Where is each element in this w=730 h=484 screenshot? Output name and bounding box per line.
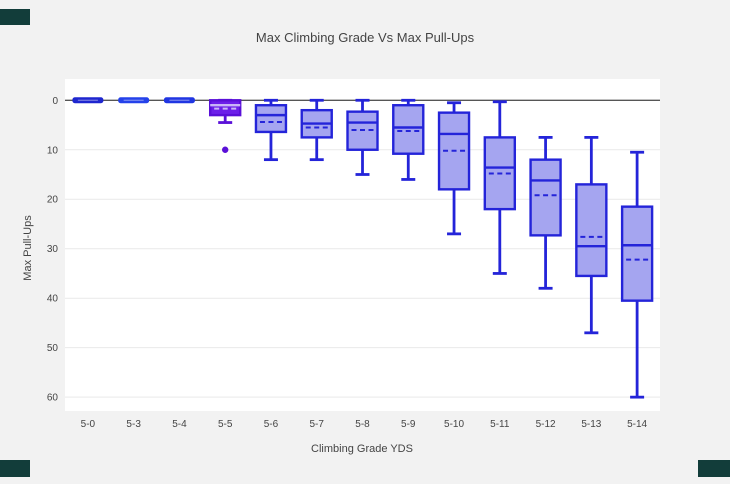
window-artifact-top-left: [0, 9, 30, 25]
outlier-point-5-5-10[interactable]: [221, 146, 229, 153]
box-group-5-8[interactable]: [346, 98, 379, 176]
axis-ticks: 0 10 20 30 40 50 60 5-0 5-3 5-4 5-5 5-6 5-7 5-8 5-9 5-1…: [47, 96, 648, 430]
iqr-box-5-9[interactable]: [392, 104, 425, 155]
y-tick-label-30: 30: [47, 244, 59, 255]
y-tick-label-20: 20: [47, 195, 59, 206]
iqr-box-5-6[interactable]: [254, 104, 288, 134]
x-tick-label-5-10: 5-10: [444, 419, 464, 430]
y-tick-label-0: 0: [52, 96, 58, 107]
iqr-box-5-13[interactable]: [575, 183, 608, 278]
box-group-5-13[interactable]: [575, 135, 608, 335]
y-tick-label-50: 50: [47, 343, 59, 354]
x-tick-label-5-9: 5-9: [401, 419, 416, 430]
x-tick-label-5-13: 5-13: [581, 419, 601, 430]
x-tick-label-5-3: 5-3: [126, 419, 141, 430]
x-tick-label-5-8: 5-8: [355, 419, 370, 430]
box-group-5-0[interactable]: [72, 97, 104, 104]
x-tick-label-5-0: 5-0: [81, 419, 96, 430]
box-group-5-9[interactable]: [392, 98, 425, 181]
box-traces: [72, 97, 654, 399]
window-artifact-bottom-left: [0, 460, 30, 477]
x-tick-label-5-14: 5-14: [627, 419, 647, 430]
box-group-5-4[interactable]: [163, 97, 195, 104]
iqr-box-5-12[interactable]: [529, 158, 562, 237]
window-artifact-bottom-right: [698, 460, 730, 477]
x-tick-label-5-6: 5-6: [264, 419, 279, 430]
x-axis-title: Climbing Grade YDS: [311, 443, 413, 455]
x-tick-label-5-4: 5-4: [172, 419, 187, 430]
box-group-5-5[interactable]: [208, 98, 242, 153]
x-tick-label-5-7: 5-7: [310, 419, 325, 430]
box-group-5-14[interactable]: [620, 150, 654, 399]
y-tick-label-60: 60: [47, 393, 59, 404]
x-tick-label-5-12: 5-12: [536, 419, 556, 430]
x-tick-label-5-11: 5-11: [490, 419, 510, 430]
y-tick-label-10: 10: [47, 145, 59, 156]
box-group-5-6[interactable]: [254, 98, 288, 162]
box-group-5-7[interactable]: [300, 98, 333, 162]
iqr-box-5-14[interactable]: [620, 205, 654, 302]
y-axis-title: Max Pull-Ups: [22, 215, 34, 281]
collapsed-box-5-0[interactable]: [72, 97, 104, 104]
box-group-5-10[interactable]: [437, 101, 471, 236]
box-group-5-3[interactable]: [118, 97, 150, 104]
collapsed-box-5-3[interactable]: [118, 97, 150, 104]
box-group-5-11[interactable]: [483, 100, 517, 275]
box-group-5-12[interactable]: [529, 135, 562, 290]
chart-title: Max Climbing Grade Vs Max Pull-Ups: [256, 30, 475, 45]
collapsed-box-5-4[interactable]: [163, 97, 195, 104]
gridlines: [65, 99, 660, 398]
x-tick-label-5-5: 5-5: [218, 419, 233, 430]
y-tick-label-40: 40: [47, 294, 59, 305]
